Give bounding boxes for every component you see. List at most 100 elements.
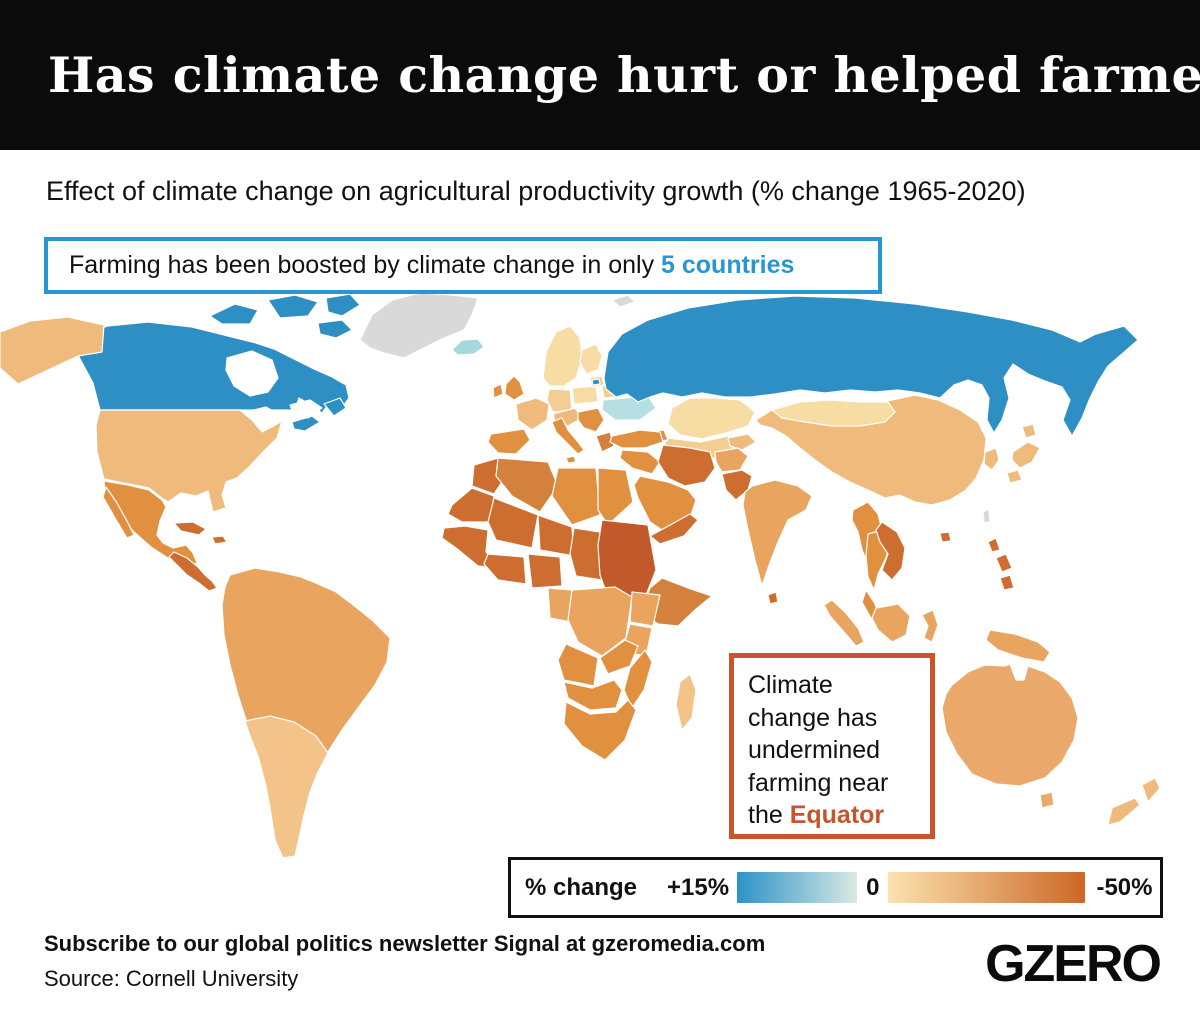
region-argentina-chile [244,715,329,859]
country-madagascar [675,673,697,731]
country-ireland [492,383,504,399]
page-title: Has climate change hurt or helped farmer… [48,46,1200,104]
boosted-countries-callout: Farming has been boosted by climate chan… [44,237,882,294]
country-kazakhstan [667,397,756,440]
country-egypt [597,467,634,526]
chart-subtitle: Effect of climate change on agricultural… [46,176,1026,206]
country-canada-nova-scotia [291,415,321,432]
country-new-zealand-north [1141,777,1161,803]
country-hainan [939,531,952,543]
legend-title: % change [525,873,638,901]
equator-callout-text: Climate change has undermined farming ne… [748,671,889,829]
sea-gulf-st-lawrence [289,399,323,419]
region-yemen-oman [649,513,699,545]
newsletter-subscribe-text: Subscribe to our global politics newslet… [44,931,766,956]
country-italy-sicily [565,455,577,464]
country-drc [567,586,633,657]
country-afghanistan [714,447,749,473]
header-bar: Has climate change hurt or helped farmer… [0,0,1200,150]
country-new-zealand-south [1107,797,1141,826]
country-japan-hokkaido [1021,423,1037,439]
country-algeria [495,457,559,513]
country-taiwan [982,508,991,524]
color-scale-legend: % change +15% 0 -50% [508,857,1163,918]
country-mexico [103,480,198,568]
region-kyrgyz-tajik [727,433,757,451]
country-mexico-baja [102,486,135,539]
boosted-callout-highlight: 5 countries [661,251,795,279]
country-turkey [609,429,664,449]
legend-zero-label: 0 [866,873,880,901]
country-angola [557,643,599,687]
country-chad [569,527,603,581]
country-mauritania [447,487,495,523]
country-australia [941,663,1079,787]
region-ghana-ivory-coast [483,553,527,585]
country-australia-tasmania [1039,791,1055,809]
country-new-guinea [985,629,1051,663]
country-russia [603,295,1139,437]
country-nigeria [527,553,563,589]
legend-positive-label: +15% [667,873,730,901]
legend-negative-label: -50% [1096,873,1153,901]
country-libya [551,467,601,526]
country-iran [657,444,716,487]
country-germany [546,388,573,413]
country-indonesia-sulawesi [921,609,939,643]
country-south-africa [563,699,637,761]
country-spain-portugal [487,428,531,455]
country-mongolia [771,399,896,427]
gzero-logo: GZERO [985,935,1162,993]
country-philippines [987,537,1001,553]
legend-negative-gradient-bar [888,872,1086,903]
country-korea [983,447,1000,471]
country-canada-arctic-island [325,293,361,317]
sea-great-lakes [249,406,278,422]
region-namibia-botswana [563,679,623,711]
equator-callout: Climate change has undermined farming ne… [729,653,935,839]
country-indonesia-sumatra [823,599,865,647]
country-greece [595,431,615,453]
country-ukraine [601,395,657,421]
country-sri-lanka [767,591,779,605]
country-norway-sweden [542,325,583,387]
region-central-america [168,551,218,592]
country-niger [537,514,575,557]
country-canada-baffin [317,319,353,339]
boosted-callout-text: Farming has been boosted by climate chan… [69,251,662,279]
equator-callout-highlight: Equator [789,801,885,829]
country-poland [571,385,599,405]
country-usa-alaska [0,316,105,385]
country-mozambique [623,649,653,709]
region-horn-of-africa [639,577,713,627]
country-japan-kyushu [1006,469,1023,484]
country-usa [95,409,283,513]
country-canada-arctic-island [209,303,259,325]
region-balkans [577,407,605,433]
country-france [515,397,550,431]
region-zambia-malawi [599,639,639,675]
country-latvia [591,378,601,386]
region-vietnam-cambodia [875,521,906,581]
world-choropleth-map [0,290,1200,870]
sea-hudson-bay [225,350,279,397]
country-japan-honshu [1011,441,1041,469]
country-hispaniola [211,535,228,545]
country-india [742,479,813,587]
country-cuba [173,521,207,536]
country-italy [551,417,585,455]
region-syria-iraq [619,449,661,475]
country-canada-arctic-island [267,294,319,319]
country-svalbard [611,294,636,308]
source-attribution: Source: Cornell University [44,966,299,991]
country-greenland [359,292,479,359]
legend-positive-gradient-bar [737,872,858,903]
region-south-america [221,567,391,859]
country-iceland [451,338,485,356]
region-uganda-kenya [629,591,661,627]
country-mali [487,497,539,549]
country-canada-newfoundland [323,397,347,417]
country-finland [579,343,603,375]
country-indonesia-borneo [871,603,911,643]
country-philippines [999,574,1015,591]
